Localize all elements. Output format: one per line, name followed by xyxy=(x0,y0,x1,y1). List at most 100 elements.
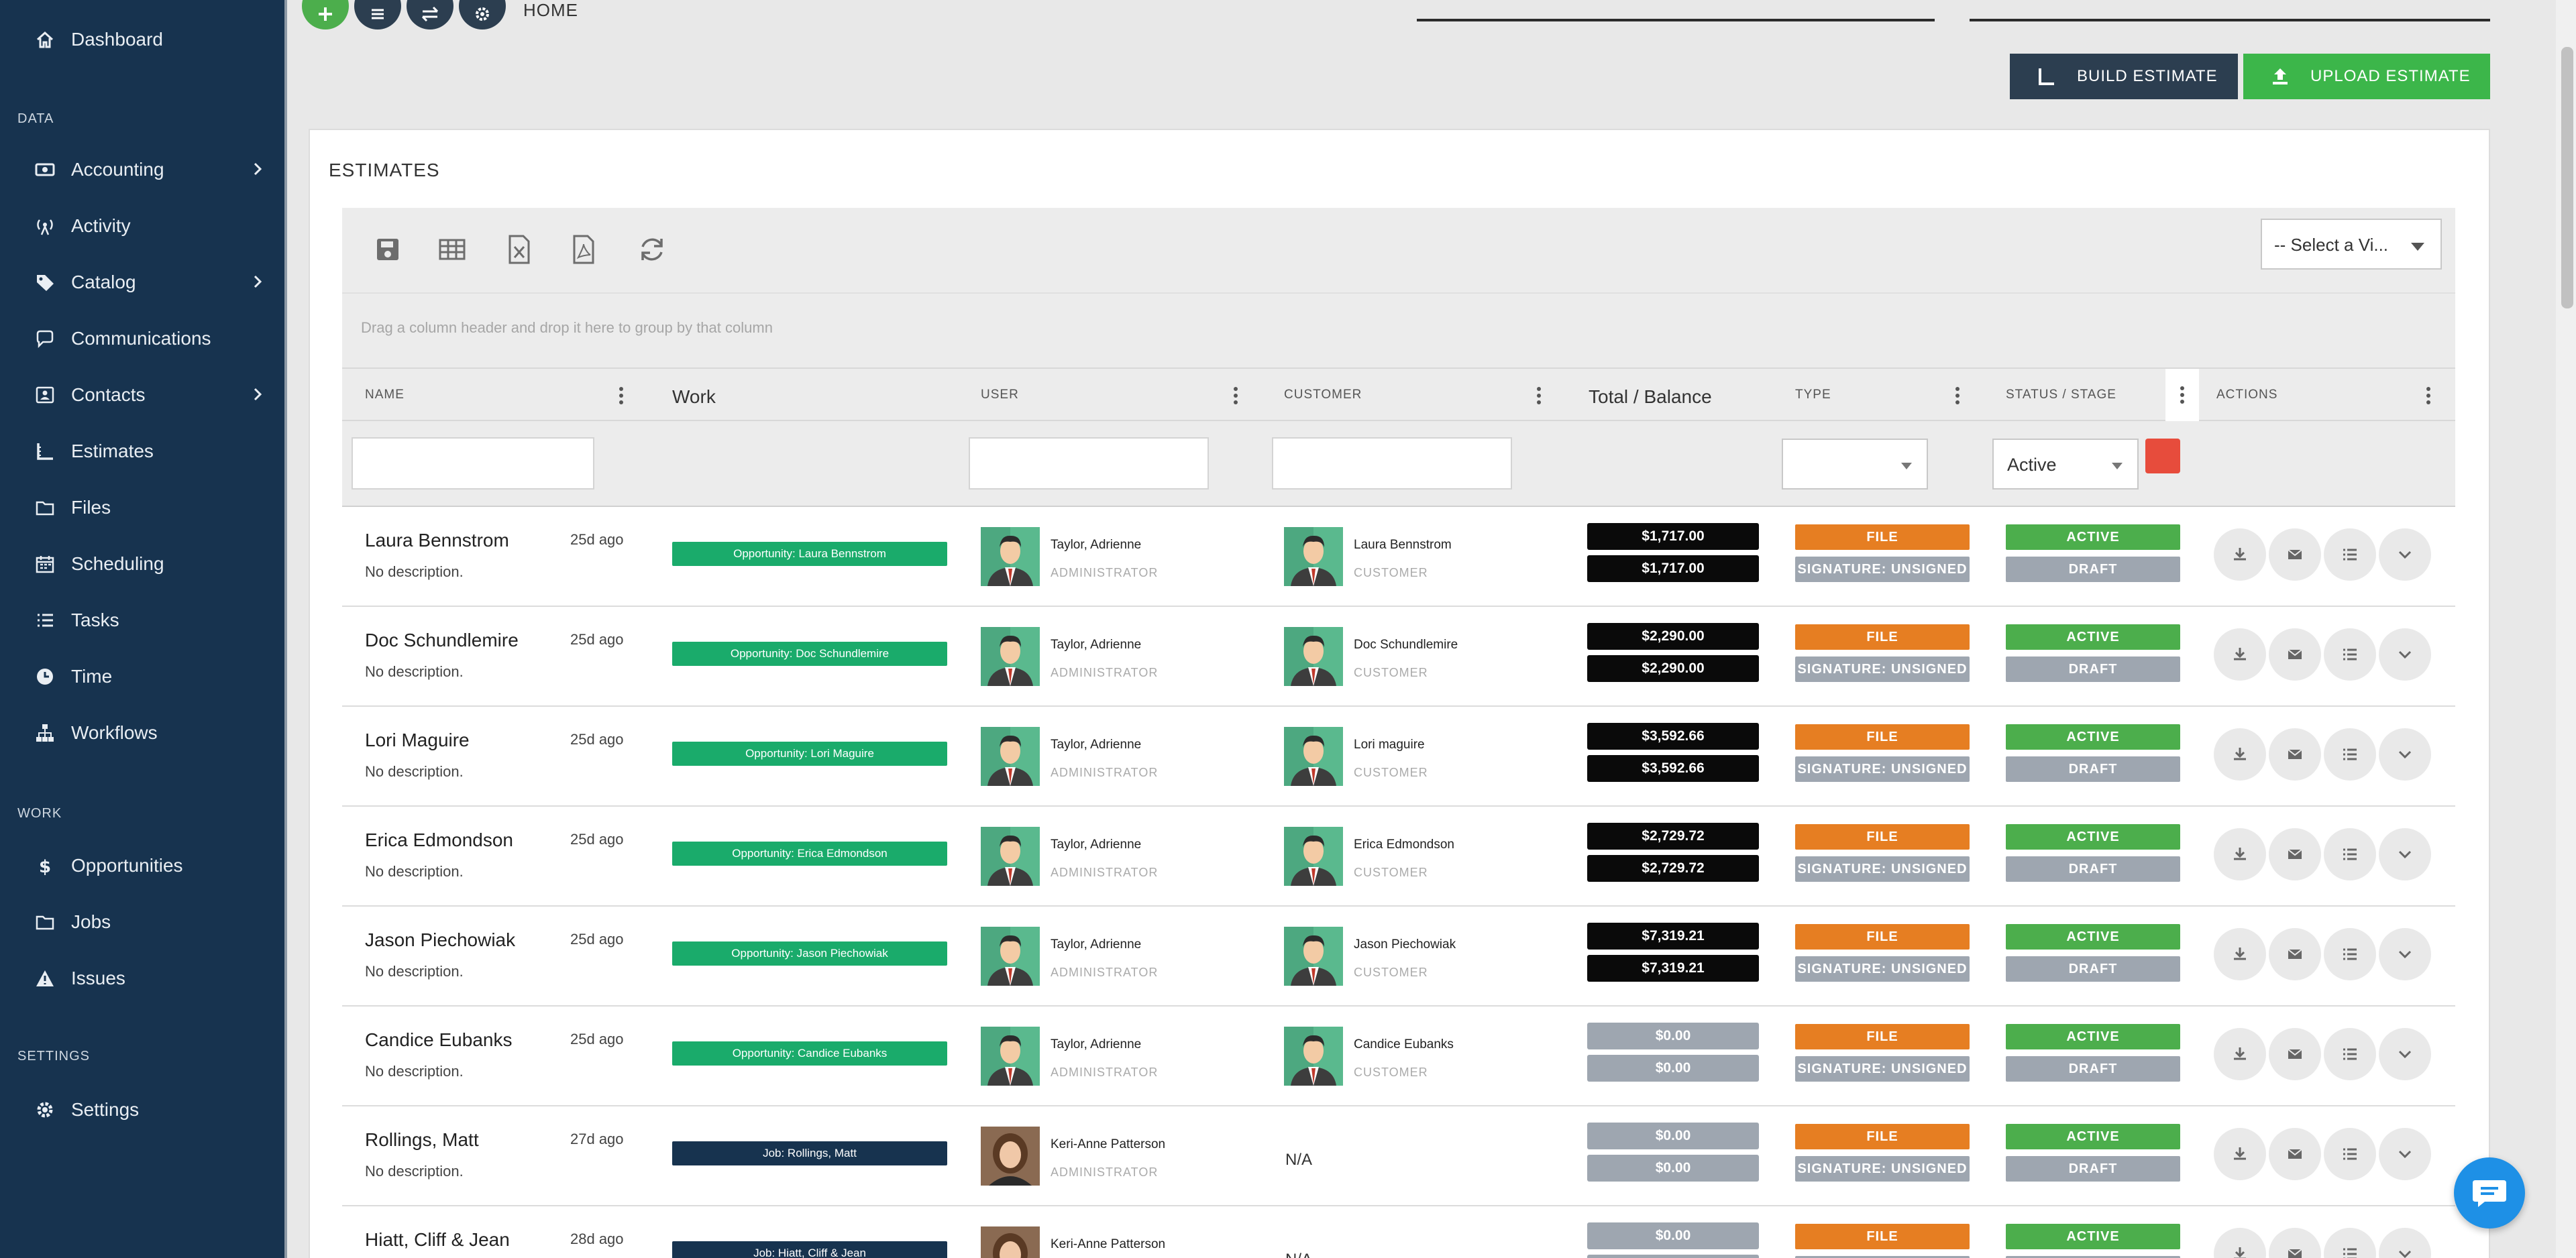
email-button[interactable] xyxy=(2269,628,2321,681)
estimate-name[interactable]: Candice Eubanks xyxy=(365,1029,513,1050)
expand-button[interactable] xyxy=(2379,928,2431,980)
estimate-name[interactable]: Lori Maguire xyxy=(365,730,470,750)
work-link[interactable]: Opportunity: Erica Edmondson xyxy=(672,842,947,866)
column-menu-icon[interactable] xyxy=(1955,384,1960,408)
sidebar-item-dashboard[interactable]: Dashboard xyxy=(0,16,284,63)
sidebar-item-estimates[interactable]: Estimates xyxy=(0,428,284,475)
column-menu-icon[interactable] xyxy=(2426,384,2431,408)
column-menu-icon[interactable] xyxy=(2165,369,2199,421)
expand-button[interactable] xyxy=(2379,828,2431,880)
table-row[interactable]: Hiatt, Cliff & Jean 28d ago Job: Hiatt, Cl… xyxy=(342,1206,2455,1258)
details-button[interactable] xyxy=(2324,828,2376,880)
work-link[interactable]: Opportunity: Laura Bennstrom xyxy=(672,542,947,566)
column-menu-icon[interactable] xyxy=(1233,384,1238,408)
table-row[interactable]: Doc Schundlemire 25d ago No description. Op… xyxy=(342,607,2455,707)
sidebar-item-scheduling[interactable]: Scheduling xyxy=(0,540,284,587)
details-button[interactable] xyxy=(2324,1128,2376,1180)
column-header-customer[interactable]: CUSTOMER xyxy=(1284,388,1362,402)
details-button[interactable] xyxy=(2324,1228,2376,1258)
sidebar-item-catalog[interactable]: Catalog xyxy=(0,259,284,306)
name-filter-input[interactable] xyxy=(352,437,594,490)
download-button[interactable] xyxy=(2214,728,2266,781)
column-header-work[interactable]: Work xyxy=(672,386,716,407)
expand-button[interactable] xyxy=(2379,628,2431,681)
add-button[interactable] xyxy=(302,0,349,30)
column-header-user[interactable]: USER xyxy=(981,388,1019,402)
customer-name[interactable]: Lori maguire xyxy=(1354,738,1425,752)
details-button[interactable] xyxy=(2324,528,2376,581)
refresh-icon[interactable] xyxy=(636,232,668,267)
group-drop-area[interactable]: Drag a column header and drop it here to… xyxy=(342,292,2455,367)
work-link[interactable]: Job: Hiatt, Cliff & Jean xyxy=(672,1241,947,1258)
view-select[interactable]: -- Select a Vi... xyxy=(2261,219,2442,270)
user-name[interactable]: Taylor, Adrienne xyxy=(1051,538,1142,552)
page-scrollbar[interactable] xyxy=(2556,0,2576,1258)
estimate-name[interactable]: Laura Bennstrom xyxy=(365,530,509,551)
excel-icon[interactable] xyxy=(503,232,535,267)
expand-button[interactable] xyxy=(2379,1228,2431,1258)
work-link[interactable]: Job: Rollings, Matt xyxy=(672,1141,947,1165)
user-filter-input[interactable] xyxy=(969,437,1209,490)
user-name[interactable]: Taylor, Adrienne xyxy=(1051,838,1142,852)
expand-button[interactable] xyxy=(2379,528,2431,581)
column-header-status[interactable]: STATUS / STAGE xyxy=(2006,388,2116,402)
expand-button[interactable] xyxy=(2379,728,2431,781)
sidebar-item-contacts[interactable]: Contacts xyxy=(0,371,284,418)
details-button[interactable] xyxy=(2324,628,2376,681)
user-name[interactable]: Keri-Anne Patterson xyxy=(1051,1137,1166,1151)
expand-button[interactable] xyxy=(2379,1128,2431,1180)
email-button[interactable] xyxy=(2269,1128,2321,1180)
expand-button[interactable] xyxy=(2379,1028,2431,1080)
sidebar-item-tasks[interactable]: Tasks xyxy=(0,597,284,644)
pdf-icon[interactable] xyxy=(568,232,600,267)
email-button[interactable] xyxy=(2269,528,2321,581)
build-estimate-button[interactable]: BUILD ESTIMATE xyxy=(2010,54,2238,99)
email-button[interactable] xyxy=(2269,1028,2321,1080)
scrollbar-thumb[interactable] xyxy=(2561,47,2573,308)
email-button[interactable] xyxy=(2269,728,2321,781)
column-header-type[interactable]: TYPE xyxy=(1795,388,1831,402)
type-filter-select[interactable] xyxy=(1782,439,1928,490)
download-button[interactable] xyxy=(2214,1128,2266,1180)
work-link[interactable]: Opportunity: Jason Piechowiak xyxy=(672,941,947,966)
sidebar-item-workflows[interactable]: Workflows xyxy=(0,709,284,756)
menu-button[interactable] xyxy=(354,0,401,30)
download-button[interactable] xyxy=(2214,1028,2266,1080)
email-button[interactable] xyxy=(2269,828,2321,880)
customer-name[interactable]: Jason Piechowiak xyxy=(1354,937,1456,952)
table-row[interactable]: Erica Edmondson 25d ago No description. Opp… xyxy=(342,807,2455,907)
save-icon[interactable] xyxy=(372,232,404,267)
download-button[interactable] xyxy=(2214,828,2266,880)
estimate-name[interactable]: Rollings, Matt xyxy=(365,1129,479,1150)
sidebar-item-communications[interactable]: Communications xyxy=(0,315,284,362)
customer-name[interactable]: Laura Bennstrom xyxy=(1354,538,1452,552)
details-button[interactable] xyxy=(2324,1028,2376,1080)
sidebar-item-jobs[interactable]: Jobs xyxy=(0,899,284,946)
swap-button[interactable] xyxy=(407,0,453,30)
column-header-name[interactable]: NAME xyxy=(365,388,405,402)
work-link[interactable]: Opportunity: Candice Eubanks xyxy=(672,1041,947,1066)
user-name[interactable]: Taylor, Adrienne xyxy=(1051,937,1142,952)
table-row[interactable]: Laura Bennstrom 25d ago No description. Opp… xyxy=(342,507,2455,607)
upload-estimate-button[interactable]: UPLOAD ESTIMATE xyxy=(2243,54,2490,99)
sidebar-item-accounting[interactable]: Accounting xyxy=(0,146,284,193)
table-row[interactable]: Rollings, Matt 27d ago No description. Job:… xyxy=(342,1106,2455,1206)
user-name[interactable]: Taylor, Adrienne xyxy=(1051,738,1142,752)
column-menu-icon[interactable] xyxy=(619,384,624,408)
download-button[interactable] xyxy=(2214,928,2266,980)
settings-button[interactable] xyxy=(459,0,506,30)
user-name[interactable]: Keri-Anne Patterson xyxy=(1051,1237,1166,1251)
clear-filter-button[interactable] xyxy=(2145,439,2180,473)
status-filter-select[interactable]: Active xyxy=(1992,439,2139,490)
customer-name[interactable]: Candice Eubanks xyxy=(1354,1037,1454,1051)
details-button[interactable] xyxy=(2324,928,2376,980)
estimate-name[interactable]: Hiatt, Cliff & Jean xyxy=(365,1229,510,1250)
details-button[interactable] xyxy=(2324,728,2376,781)
column-header-actions[interactable]: ACTIONS xyxy=(2216,388,2278,402)
table-icon[interactable] xyxy=(436,232,468,267)
download-button[interactable] xyxy=(2214,1228,2266,1258)
sidebar-item-opportunities[interactable]: $ Opportunities xyxy=(0,842,284,889)
sidebar-item-issues[interactable]: Issues xyxy=(0,955,284,1002)
download-button[interactable] xyxy=(2214,628,2266,681)
estimate-name[interactable]: Erica Edmondson xyxy=(365,830,514,850)
